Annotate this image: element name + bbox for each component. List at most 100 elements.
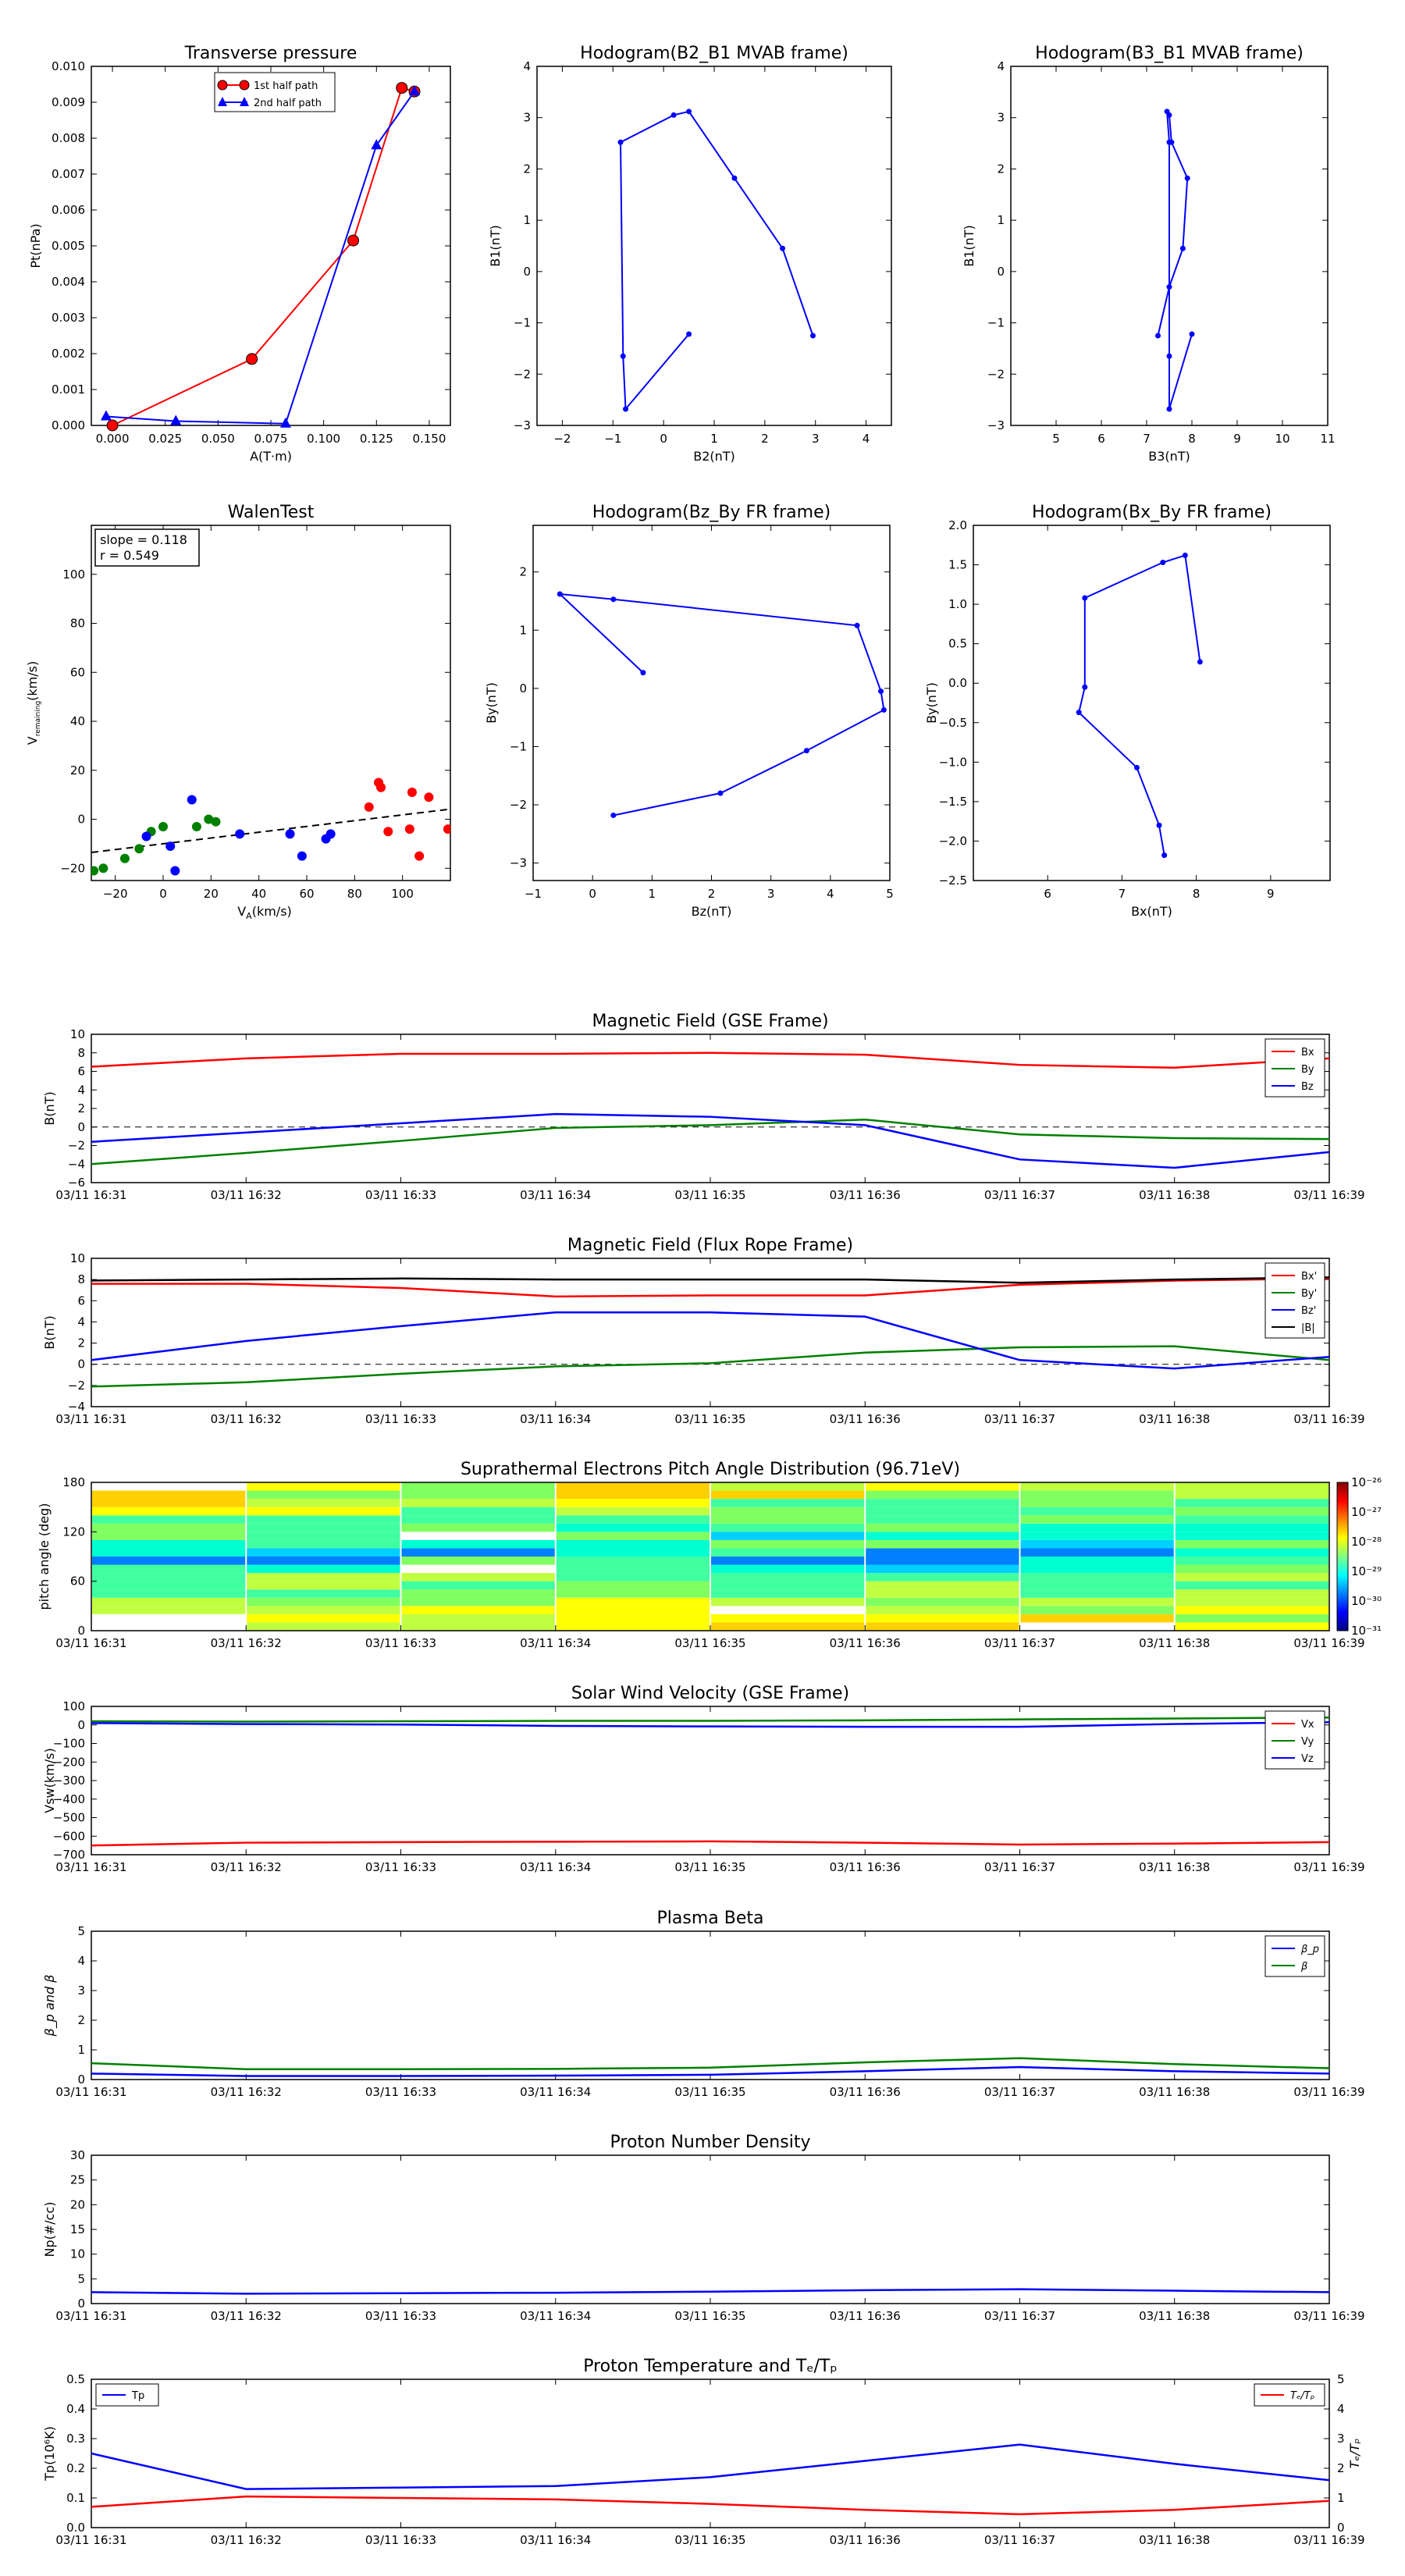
y-tick-label: 0.009 — [52, 95, 85, 109]
series-line — [91, 1717, 1329, 1723]
data-point — [731, 175, 738, 181]
colorbar-label: 10⁻²⁹ — [1351, 1564, 1382, 1578]
data-point — [170, 415, 182, 425]
series-line — [91, 1840, 1329, 1847]
colorbar-label: 10⁻²⁸ — [1351, 1535, 1382, 1549]
data-point — [91, 866, 99, 876]
heatmap-cell — [1175, 1622, 1329, 1631]
y-tick-label: 0.003 — [52, 311, 85, 325]
y-tick-label: 3 — [77, 1984, 85, 1998]
data-point — [246, 353, 258, 365]
x-axis-label: Bz(nT) — [692, 904, 732, 919]
y-tick-label: 0 — [997, 265, 1005, 279]
y-tick-label: 8 — [77, 1272, 85, 1286]
x-tick-label: 0.050 — [201, 432, 235, 446]
data-point — [878, 688, 884, 695]
x-tick-label: 03/11 16:35 — [674, 1636, 745, 1650]
y-tick-label: 0.008 — [52, 131, 85, 145]
x-tick-label: 03/11 16:32 — [211, 1860, 282, 1874]
colorbar-label: 10⁻³⁰ — [1351, 1594, 1382, 1608]
heatmap-cell — [711, 1622, 865, 1631]
y-tick-label: −2 — [510, 798, 527, 812]
data-point — [617, 139, 624, 145]
data-point — [1082, 595, 1088, 601]
y-tick-label: 2.0 — [948, 518, 967, 532]
data-point — [1166, 406, 1172, 412]
legend-label: Vy — [1301, 1736, 1314, 1748]
data-point — [1189, 331, 1195, 337]
y-tick-label: 10 — [70, 2247, 85, 2261]
y-tick-label: 0.007 — [52, 167, 85, 181]
y-tick-label: 80 — [70, 617, 85, 631]
x-tick-label: 6 — [1044, 887, 1051, 901]
heatmap-cell — [711, 1548, 865, 1557]
y-tick-label: −20 — [60, 861, 85, 875]
x-tick-label: 40 — [251, 887, 266, 901]
y-tick-label: 20 — [70, 763, 85, 777]
y-tick-label: 0.004 — [52, 275, 85, 289]
y-tick-label: 0.005 — [52, 239, 85, 253]
x-tick-label: 03/11 16:35 — [674, 2533, 745, 2547]
heatmap-cell — [556, 1564, 710, 1574]
heatmap-cell — [92, 1589, 246, 1598]
plot-area — [617, 109, 816, 412]
heatmap-cell — [866, 1482, 1019, 1491]
data-point — [717, 790, 724, 796]
heatmap-cell — [866, 1515, 1019, 1524]
data-point — [158, 821, 168, 831]
y-tick-label: 0.001 — [52, 382, 85, 397]
heatmap-cell — [556, 1614, 710, 1623]
heatmap-cell — [556, 1589, 710, 1598]
x-tick-label: −2 — [553, 432, 571, 446]
x-tick-label: 03/11 16:38 — [1139, 2085, 1210, 2099]
x-tick-label: 60 — [299, 887, 314, 901]
y-tick-label: 60 — [70, 665, 85, 679]
x-tick-label: 100 — [391, 887, 414, 901]
y-tick-label: 4 — [997, 59, 1005, 73]
series-line — [91, 1720, 1329, 1728]
y-axis-label: Pt(nPa) — [28, 223, 43, 268]
chart-title: Hodogram(B2_B1 MVAB frame) — [580, 44, 848, 63]
y-tick-label: 0 — [77, 1718, 85, 1732]
legend-label: Vx — [1301, 1719, 1314, 1731]
x-axis-label: B2(nT) — [693, 449, 735, 464]
chart-title: Solar Wind Velocity (GSE Frame) — [571, 1684, 849, 1703]
y-tick-label: 0.5 — [948, 637, 967, 651]
heatmap-cell — [401, 1539, 555, 1549]
x-tick-label: 03/11 16:39 — [1293, 2533, 1364, 2547]
x-tick-label: 03/11 16:31 — [55, 1412, 126, 1426]
heatmap-cell — [92, 1539, 246, 1549]
heatmap-cell — [556, 1499, 710, 1507]
y-tick-label: 2 — [77, 1336, 85, 1350]
heatmap-cell — [1175, 1589, 1329, 1598]
data-point — [170, 866, 180, 876]
legend-label: By — [1301, 1064, 1314, 1076]
heatmap-cell — [92, 1548, 246, 1557]
fit-annotation-box — [94, 528, 200, 567]
x-tick-label: 03/11 16:38 — [1139, 1412, 1210, 1426]
plot-area — [91, 2443, 1329, 2516]
legend-label: Bx' — [1301, 1271, 1317, 1283]
heatmap-cell — [866, 1523, 1019, 1532]
x-tick-label: 03/11 16:37 — [984, 1860, 1055, 1874]
data-point — [1184, 175, 1190, 181]
x-tick-label: 03/11 16:36 — [830, 1188, 901, 1202]
heatmap-cell — [92, 1573, 246, 1582]
y-tick-label: 2 — [523, 162, 531, 176]
heatmap-cell — [247, 1581, 400, 1590]
chart-title: Plasma Beta — [657, 1909, 764, 1928]
heatmap-cell — [1175, 1581, 1329, 1590]
x-tick-label: 03/11 16:37 — [984, 1412, 1055, 1426]
heatmap-cell — [556, 1548, 710, 1557]
heatmap-cell — [1175, 1515, 1329, 1524]
heatmap-cell — [1020, 1564, 1174, 1574]
chart-title: Suprathermal Electrons Pitch Angle Distr… — [461, 1460, 960, 1479]
y-tick-label: −3 — [514, 418, 531, 432]
y-tick-label: 1.0 — [948, 597, 967, 611]
heatmap-cell — [401, 1523, 555, 1532]
plot-area — [91, 2288, 1329, 2295]
heatmap-cell — [1175, 1606, 1329, 1614]
data-point — [100, 410, 112, 421]
heatmap-cell — [711, 1581, 865, 1590]
y-tick-label: 0.010 — [52, 59, 85, 73]
